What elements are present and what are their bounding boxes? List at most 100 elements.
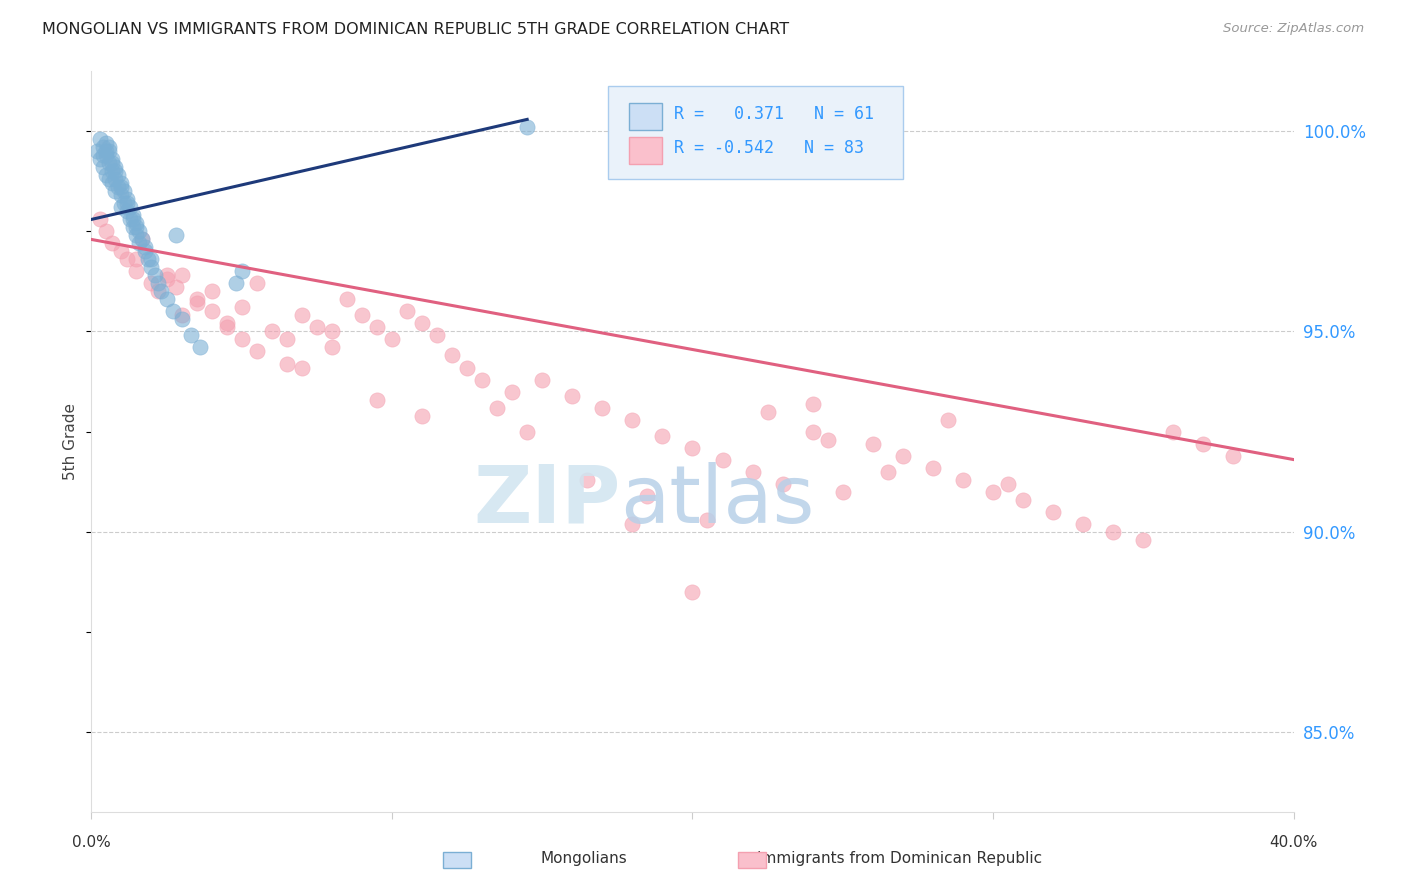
Point — [180, 328, 202, 343]
Point — [936, 412, 959, 426]
Point — [186, 296, 208, 310]
Point — [101, 236, 124, 251]
Point — [110, 188, 132, 202]
Text: ZIP: ZIP — [472, 462, 620, 540]
Point — [876, 465, 898, 479]
Point — [165, 280, 187, 294]
Bar — [628, 103, 662, 130]
Point — [104, 172, 127, 186]
Point — [138, 252, 160, 267]
Text: Immigrants from Dominican Republic: Immigrants from Dominican Republic — [758, 851, 1042, 865]
Point — [93, 148, 115, 162]
Point — [128, 224, 150, 238]
Point — [215, 320, 238, 334]
Point — [981, 484, 1004, 499]
Point — [621, 516, 644, 531]
Text: MONGOLIAN VS IMMIGRANTS FROM DOMINICAN REPUBLIC 5TH GRADE CORRELATION CHART: MONGOLIAN VS IMMIGRANTS FROM DOMINICAN R… — [42, 22, 789, 37]
Point — [1042, 505, 1064, 519]
Point — [366, 320, 388, 334]
Point — [170, 309, 193, 323]
Point — [120, 201, 142, 215]
Point — [101, 153, 124, 167]
Point — [162, 304, 184, 318]
Point — [104, 161, 127, 175]
Point — [246, 344, 269, 359]
Point — [114, 196, 136, 211]
Point — [98, 156, 121, 170]
Point — [231, 301, 253, 315]
Point — [155, 293, 177, 307]
Point — [165, 228, 187, 243]
Point — [96, 148, 118, 162]
Point — [246, 277, 269, 291]
Point — [350, 309, 373, 323]
Point — [231, 264, 253, 278]
Point — [817, 433, 839, 447]
Point — [125, 264, 148, 278]
Point — [531, 372, 554, 386]
Point — [291, 360, 314, 375]
Point — [395, 304, 418, 318]
Point — [696, 512, 718, 526]
Point — [117, 204, 139, 219]
Point — [291, 309, 314, 323]
Point — [1161, 425, 1184, 439]
Text: Mongolians: Mongolians — [540, 851, 627, 865]
Point — [89, 212, 111, 227]
Text: R = -0.542   N = 83: R = -0.542 N = 83 — [675, 139, 865, 157]
Point — [93, 161, 115, 175]
Text: 40.0%: 40.0% — [1270, 836, 1317, 850]
Point — [98, 145, 121, 159]
Point — [96, 136, 118, 151]
Text: R =   0.371   N = 61: R = 0.371 N = 61 — [675, 105, 875, 123]
Point — [231, 333, 253, 347]
Point — [366, 392, 388, 407]
Point — [381, 333, 404, 347]
Point — [125, 228, 148, 243]
Point — [101, 164, 124, 178]
Point — [305, 320, 328, 334]
Point — [96, 169, 118, 183]
Point — [1102, 524, 1125, 539]
Point — [260, 325, 283, 339]
Point — [215, 317, 238, 331]
Point — [756, 404, 779, 418]
Point — [891, 449, 914, 463]
Point — [1071, 516, 1094, 531]
Point — [114, 185, 136, 199]
Point — [681, 584, 703, 599]
Point — [117, 193, 139, 207]
Point — [201, 285, 224, 299]
Point — [98, 140, 121, 154]
Point — [110, 244, 132, 259]
Point — [411, 317, 433, 331]
Point — [1132, 533, 1154, 547]
Point — [321, 325, 343, 339]
Point — [501, 384, 523, 399]
Point — [681, 441, 703, 455]
Point — [188, 341, 211, 355]
Point — [711, 452, 734, 467]
Point — [101, 177, 124, 191]
Point — [146, 285, 169, 299]
Point — [141, 252, 163, 267]
Point — [997, 476, 1019, 491]
Point — [201, 304, 224, 318]
Point — [486, 401, 509, 415]
Point — [101, 156, 124, 170]
Point — [110, 177, 132, 191]
Point — [149, 285, 172, 299]
Point — [125, 216, 148, 230]
Point — [170, 268, 193, 283]
Point — [93, 140, 115, 154]
Point — [117, 196, 139, 211]
Point — [131, 232, 153, 246]
Point — [125, 220, 148, 235]
Point — [107, 180, 129, 194]
Point — [516, 425, 538, 439]
Point — [516, 120, 538, 135]
Point — [134, 244, 156, 259]
Point — [146, 277, 169, 291]
Point — [128, 236, 150, 251]
Point — [170, 312, 193, 326]
